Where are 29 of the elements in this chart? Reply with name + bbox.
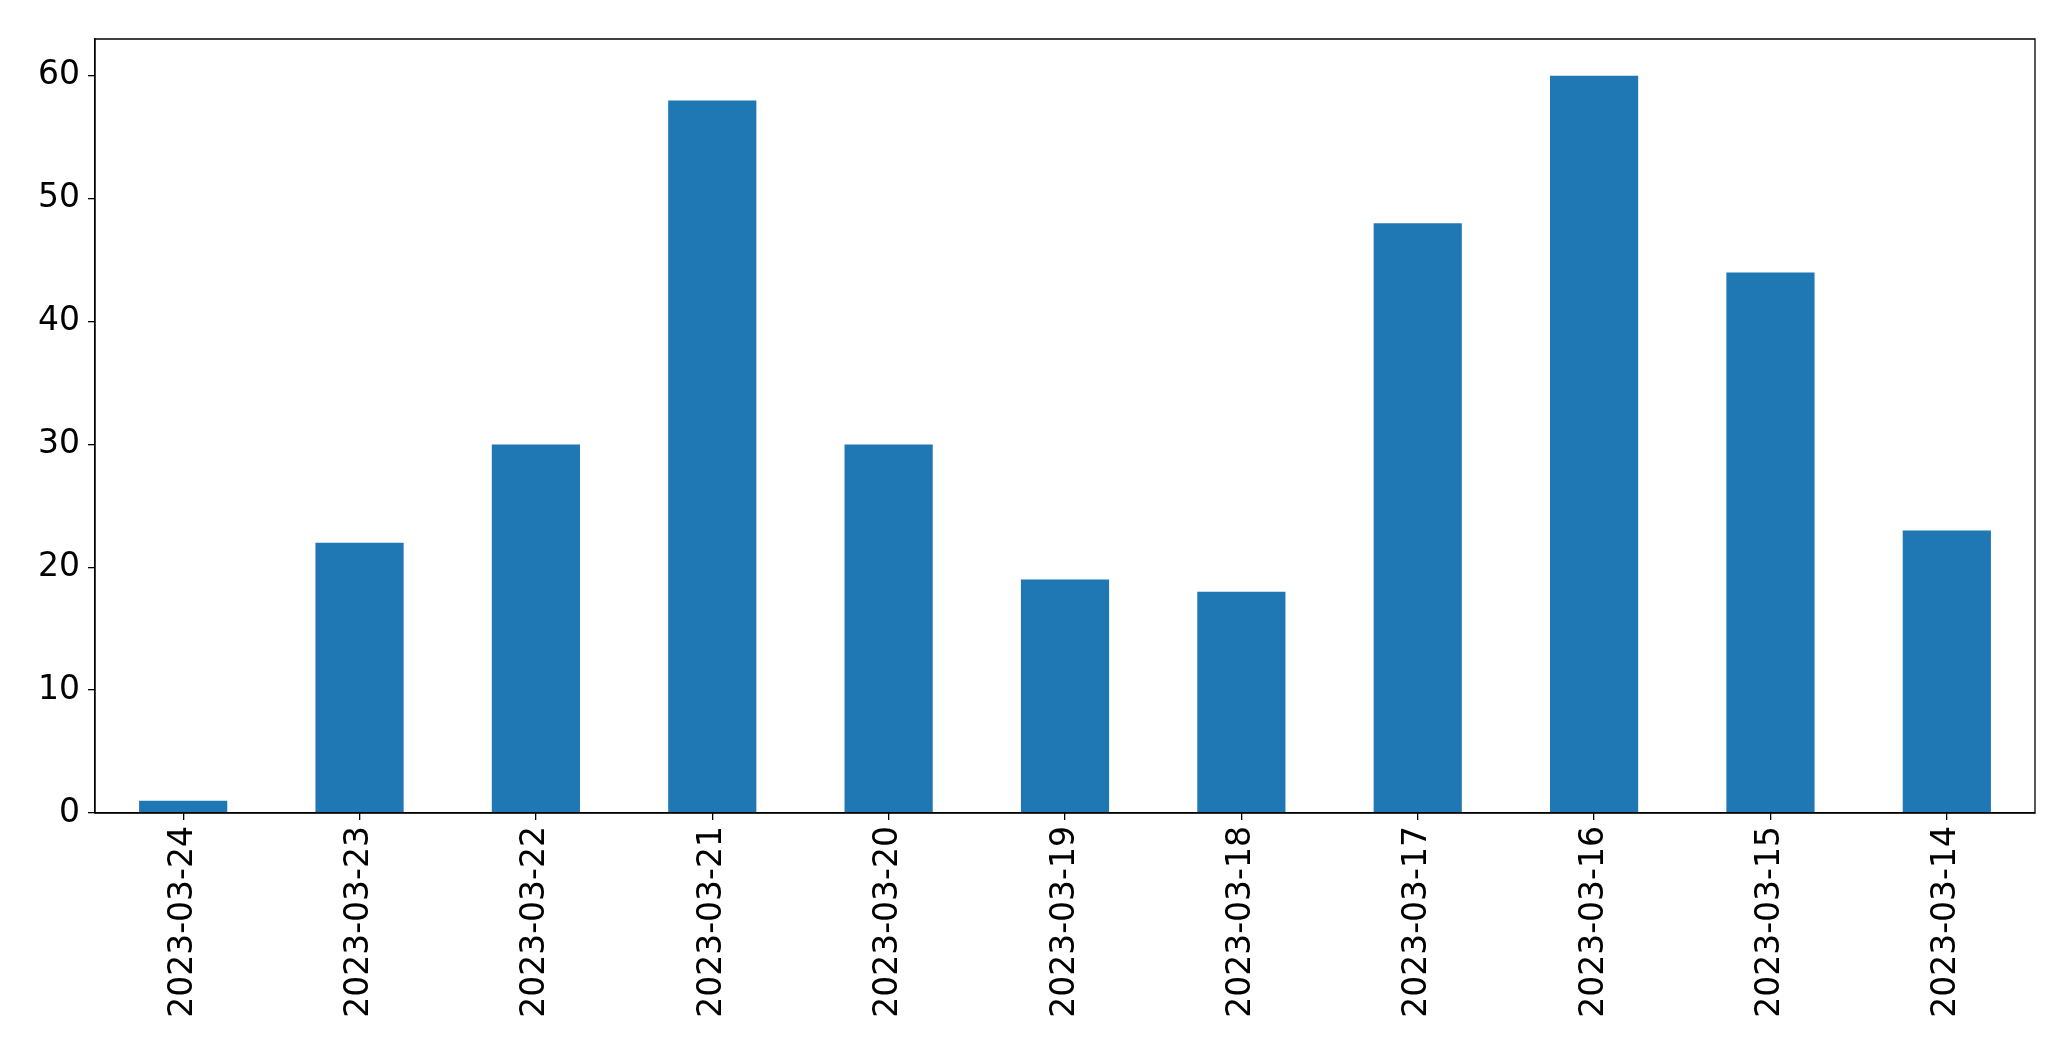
x-tick-label: 2023-03-18 (1218, 826, 1258, 1018)
x-tick-label: 2023-03-21 (689, 826, 729, 1018)
y-tick-label: 0 (59, 790, 80, 830)
x-tick-label: 2023-03-19 (1042, 826, 1082, 1018)
bar (1902, 530, 1991, 813)
x-tick-label: 2023-03-20 (866, 826, 906, 1018)
bar (1197, 591, 1286, 813)
x-tick-label: 2023-03-24 (160, 826, 200, 1018)
bar (139, 800, 228, 813)
bar (1373, 223, 1462, 813)
bar (1726, 272, 1815, 813)
bar (1550, 75, 1639, 813)
x-tick-label: 2023-03-15 (1748, 826, 1788, 1018)
y-tick-label: 30 (38, 422, 80, 462)
y-tick-label: 60 (38, 53, 80, 93)
x-tick-label: 2023-03-23 (337, 826, 377, 1018)
bar (844, 444, 933, 813)
y-tick-label: 40 (38, 299, 80, 339)
x-tick-label: 2023-03-17 (1395, 826, 1435, 1018)
bar (491, 444, 580, 813)
bar (315, 542, 404, 813)
x-tick-label: 2023-03-16 (1571, 826, 1611, 1018)
y-tick-label: 10 (38, 667, 80, 707)
y-tick-label: 50 (38, 176, 80, 216)
x-tick-label: 2023-03-22 (513, 826, 553, 1018)
x-tick-label: 2023-03-14 (1924, 826, 1964, 1018)
bar (668, 100, 757, 813)
y-tick-label: 20 (38, 544, 80, 584)
bar (1020, 579, 1110, 813)
